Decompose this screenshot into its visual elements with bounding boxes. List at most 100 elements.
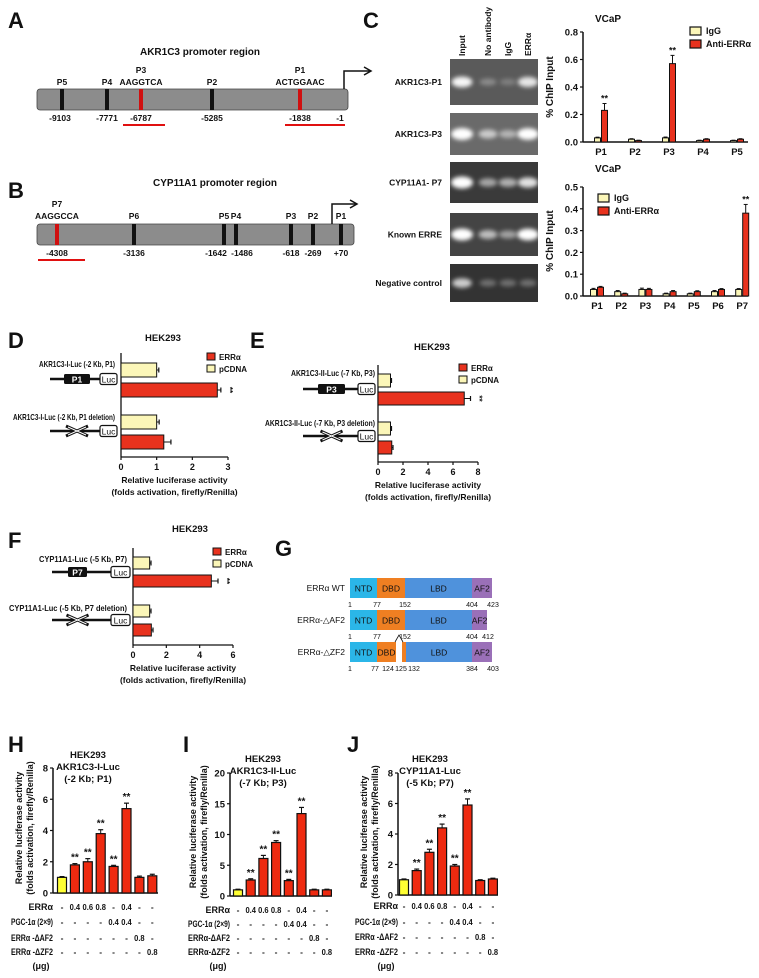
bar [693, 291, 701, 297]
panel-label: I [183, 732, 189, 757]
treatment-value: - [403, 947, 406, 957]
site-name: P3 [136, 65, 147, 75]
legend-swatch [458, 375, 468, 384]
binding-site-marker [210, 89, 214, 110]
gel-image [450, 113, 539, 155]
site-position: -7771 [96, 113, 118, 123]
treatment-value: 0.8 [95, 902, 106, 912]
domain-label: AF2 [472, 616, 488, 626]
bar [662, 137, 669, 143]
significance-mark: ** [601, 94, 609, 104]
treatment-value: - [138, 947, 141, 957]
y-tick-label: 2 [388, 860, 393, 871]
construct-name: ERRα WT [307, 583, 345, 593]
treatment-value: - [403, 932, 406, 942]
domain-segment [472, 610, 487, 630]
significance-mark: ** [84, 848, 92, 859]
site-position: -9103 [49, 113, 71, 123]
treatment-value: 0.8 [271, 905, 282, 915]
domain-label: LBD [430, 584, 447, 594]
y-tick-label: 0.1 [565, 270, 579, 281]
y-axis-label: % ChIP Input [545, 210, 556, 272]
treatment-value: - [138, 917, 141, 927]
domain-segment [402, 642, 406, 662]
x-axis-label: (folds activation, firefly/Renilla) [365, 492, 491, 502]
site-name: P7 [52, 199, 63, 209]
promoter-title: CYP11A1 promoter region [153, 178, 277, 189]
legend-swatch [597, 193, 610, 203]
treatment-value: - [441, 947, 444, 957]
bar [120, 414, 158, 430]
treatment-value: - [262, 947, 265, 957]
x-tick-label: P2 [615, 301, 627, 312]
bar [718, 288, 725, 297]
x-tick-label: 0 [130, 650, 135, 660]
site-motif: ACTGGAAC [275, 77, 324, 87]
y-tick-label: 15 [214, 799, 225, 810]
y-tick-label: 6 [388, 799, 393, 810]
chart-title: HEK293 [145, 333, 181, 344]
site-position: -1486 [231, 248, 253, 258]
bar [271, 841, 282, 897]
bar [258, 857, 269, 897]
gel-band [451, 76, 473, 88]
gel-band [499, 78, 517, 86]
site-name: P4 [231, 211, 242, 221]
legend-label: ERRα [219, 353, 241, 362]
residue-number: 124 [382, 666, 394, 673]
treatment-value: - [249, 919, 252, 929]
treatment-value: - [86, 917, 89, 927]
treatment-value: - [61, 917, 64, 927]
bar [283, 880, 294, 897]
treatment-value: 0.6 [83, 902, 94, 912]
gel-band [452, 278, 472, 288]
y-tick-label: 0 [388, 891, 393, 902]
panel-label: J [347, 732, 359, 757]
site-motif: AAGGCCA [35, 211, 79, 221]
treatment-value: - [479, 901, 482, 911]
construct-name: ERRα-△AF2 [297, 615, 345, 625]
binding-site-marker [60, 89, 64, 110]
x-tick-label: 6 [450, 467, 455, 477]
bar [120, 434, 165, 450]
bar [411, 869, 422, 896]
site-position: -1838 [289, 113, 311, 123]
x-tick-label: 6 [230, 650, 235, 660]
chart-title: HEK293 [70, 750, 106, 761]
gel-band [498, 129, 518, 139]
treatment-value: - [479, 917, 482, 927]
treatment-value: 0.8 [147, 947, 158, 957]
significance-mark: ** [110, 854, 118, 865]
treatment-value: 0.4 [450, 917, 461, 927]
bar [669, 63, 676, 143]
luc-label: Luc [360, 432, 374, 442]
treatment-value: - [151, 902, 154, 912]
binding-site-marker [132, 224, 136, 245]
bar [590, 288, 597, 297]
construct-label: AKR1C3-II-Luc (-7 Kb, P3 deletion) [265, 418, 375, 428]
treatment-label: ERRα -ΔAF2 [11, 933, 53, 943]
x-tick-label: 1 [154, 462, 159, 472]
treatment-label: PGC-1α (2×9) [355, 917, 398, 927]
x-tick-label: P5 [688, 301, 700, 312]
treatment-value: 0.4 [411, 901, 422, 911]
deletion-x-icon [67, 426, 87, 436]
treatment-value: - [275, 919, 278, 929]
bar [475, 879, 486, 896]
promoter-bar [36, 223, 355, 246]
bar [737, 138, 744, 143]
gel-column-label: IgG [503, 41, 513, 56]
domain-segment [405, 578, 472, 598]
deletion-x-icon [68, 615, 87, 625]
bar [711, 291, 718, 297]
treatment-value: - [237, 905, 240, 915]
y-tick-label: 2 [43, 857, 48, 868]
residue-number: 77 [373, 602, 381, 609]
site-position: -1642 [205, 248, 227, 258]
bar [669, 291, 677, 297]
bar [377, 440, 393, 455]
treatment-value: - [138, 902, 141, 912]
residue-number: 1 [348, 666, 352, 673]
legend-swatch [689, 26, 702, 36]
legend-label: Anti-ERRα [614, 206, 659, 216]
